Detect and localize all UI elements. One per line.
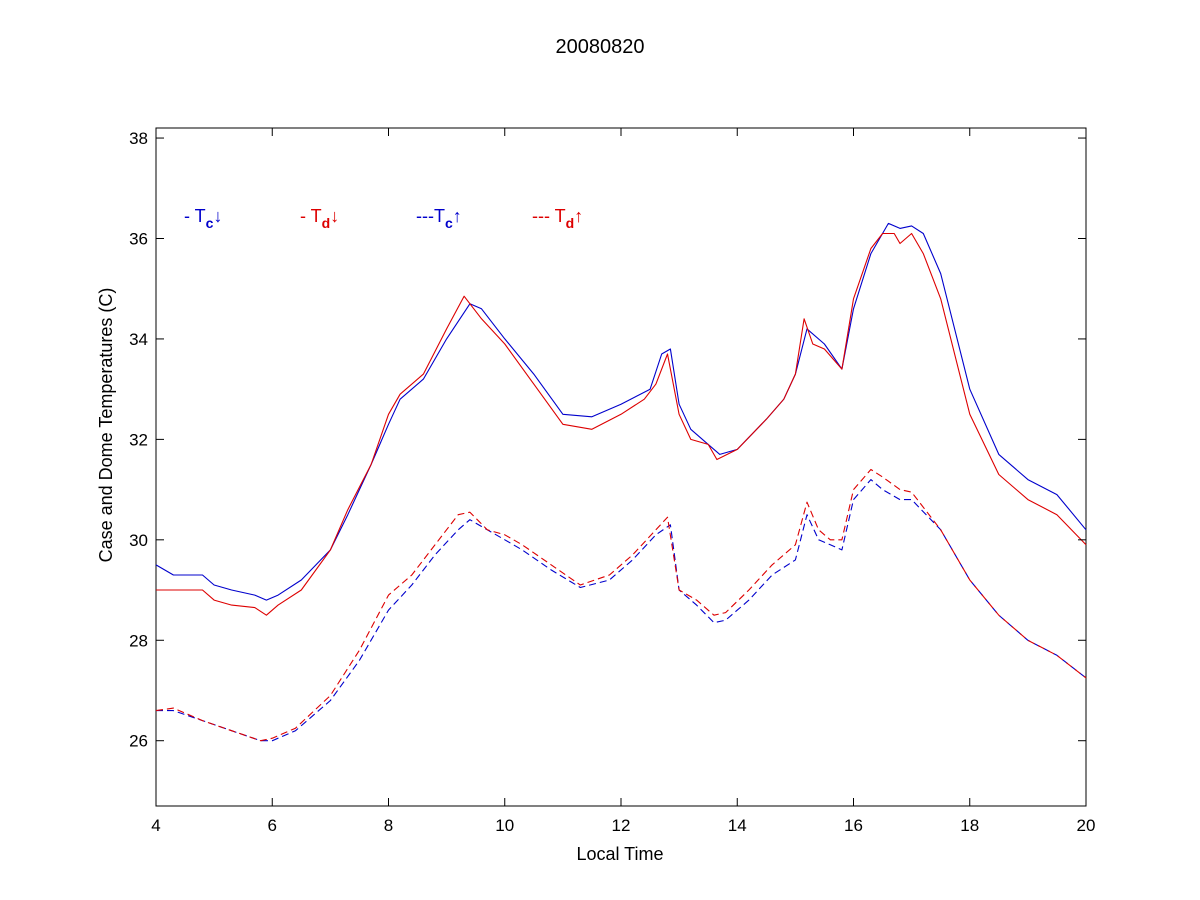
y-tick-label: 32 [129, 430, 148, 449]
legend-entry: - Tc↓ [184, 206, 222, 231]
series-line-tc-up [156, 479, 1087, 742]
y-tick-label: 38 [129, 129, 148, 148]
x-axis-label: Local Time [576, 844, 663, 864]
legend: - Tc↓ - Td↓ ---Tc↑ --- Td↑ [184, 206, 583, 231]
x-tick-label: 20 [1077, 816, 1096, 835]
x-tick-label: 16 [844, 816, 863, 835]
y-tick-label: 30 [129, 531, 148, 550]
y-axis-label: Case and Dome Temperatures (C) [96, 288, 116, 563]
y-axis: 26 28 30 32 34 36 38 [129, 129, 1086, 751]
x-tick-label: 14 [728, 816, 747, 835]
legend-entry: ---Tc↑ [416, 206, 462, 231]
x-tick-label: 4 [151, 816, 160, 835]
x-tick-label: 12 [612, 816, 631, 835]
y-tick-label: 36 [129, 229, 148, 248]
series-line-td-up [155, 468, 1087, 742]
plot-frame [155, 127, 1087, 807]
series-layer [155, 222, 1087, 742]
x-axis: 4 6 8 10 12 14 16 18 20 [151, 128, 1095, 835]
series-line-tc-down [155, 222, 1087, 601]
chart-title: 20080820 [556, 36, 645, 58]
legend-entry: --- Td↑ [532, 206, 583, 231]
y-tick-label: 28 [129, 631, 148, 650]
y-tick-label: 26 [129, 732, 148, 751]
x-tick-label: 6 [268, 816, 277, 835]
legend-entry: - Td↓ [300, 206, 339, 231]
x-tick-label: 18 [960, 816, 979, 835]
y-tick-label: 34 [129, 330, 148, 349]
x-tick-label: 10 [495, 816, 514, 835]
x-tick-label: 8 [384, 816, 393, 835]
series-line-td-down [156, 232, 1087, 616]
